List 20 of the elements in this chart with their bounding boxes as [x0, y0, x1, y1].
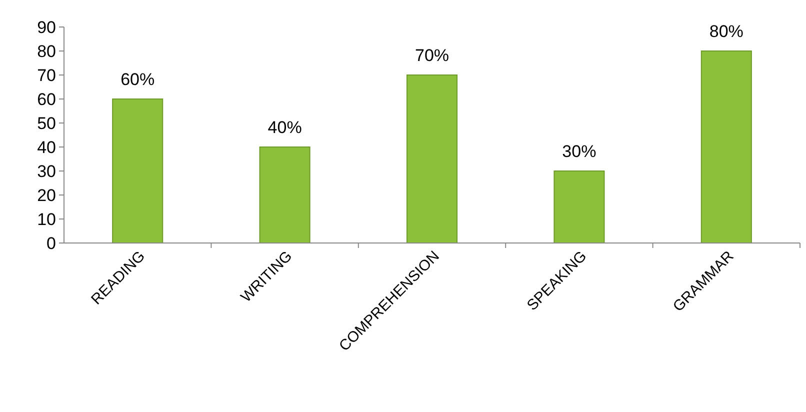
y-tick-label: 80	[37, 42, 56, 61]
data-label: 40%	[268, 118, 302, 137]
data-label: 80%	[709, 22, 744, 41]
y-tick-label: 0	[46, 234, 56, 253]
bar	[112, 98, 164, 244]
y-tick-label: 30	[37, 162, 56, 181]
y-tick-label: 10	[37, 210, 56, 229]
bar	[700, 50, 752, 244]
y-tick-label: 20	[37, 186, 56, 205]
bar	[406, 74, 458, 244]
data-label: 70%	[414, 46, 450, 65]
data-label: 30%	[562, 142, 596, 161]
y-tick-label: 70	[37, 66, 56, 85]
bar	[259, 146, 310, 244]
y-tick-label: 40	[37, 138, 56, 157]
y-tick-label: 50	[37, 114, 56, 133]
data-label: 60%	[120, 70, 155, 89]
y-tick-label: 90	[37, 18, 56, 37]
bar	[554, 170, 605, 244]
y-tick-label: 60	[37, 90, 56, 109]
